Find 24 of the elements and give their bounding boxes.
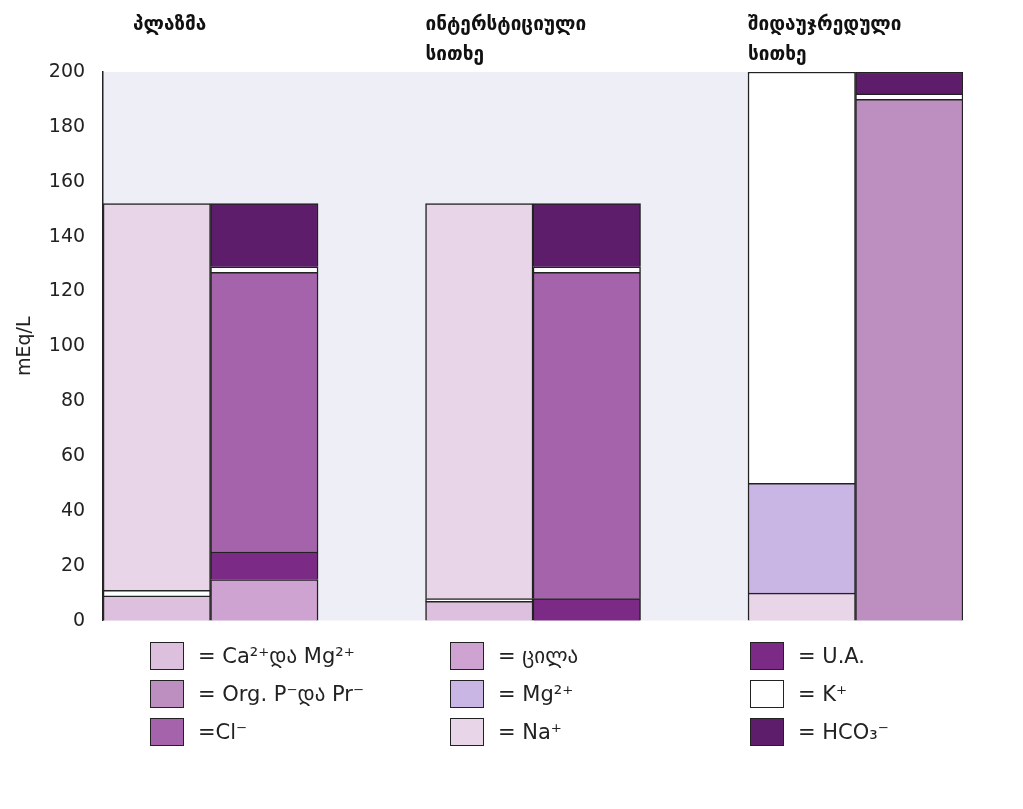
- x-tick-label: შიდაუჯრედული სითხე: [748, 12, 902, 65]
- y-tick-label: 60: [60, 442, 86, 465]
- legend-label: = K⁺: [798, 682, 848, 706]
- legend-label: = Ca²⁺და Mg²⁺: [198, 644, 355, 668]
- y-axis-title: mEq/L: [12, 316, 35, 377]
- legend-label: = HCO₃⁻: [798, 720, 889, 744]
- x-tick-label: პლაზმა: [133, 12, 207, 35]
- y-tick-label: 20: [60, 552, 86, 575]
- legend-label: =Cl⁻: [198, 720, 248, 744]
- legend-label: = ცილა: [498, 644, 579, 668]
- y-tick-label: 80: [60, 388, 86, 411]
- y-tick-label: 160: [48, 168, 86, 191]
- legend-label: = Mg²⁺: [498, 682, 574, 706]
- legend-label: = Na⁺: [498, 720, 562, 744]
- y-tick-label: 40: [60, 497, 86, 520]
- y-tick-label: 140: [48, 223, 86, 246]
- legend-label: = Org. P⁻და Pr⁻: [198, 682, 365, 706]
- y-tick-label: 0: [72, 607, 86, 630]
- x-tick-label: ინტერსტიციული სითხე: [425, 12, 587, 65]
- y-tick-label: 100: [48, 333, 86, 356]
- y-tick-label: 180: [48, 113, 86, 136]
- legend-label: = U.A.: [798, 644, 865, 668]
- y-tick-label: 200: [48, 58, 86, 81]
- y-tick-label: 120: [48, 278, 86, 301]
